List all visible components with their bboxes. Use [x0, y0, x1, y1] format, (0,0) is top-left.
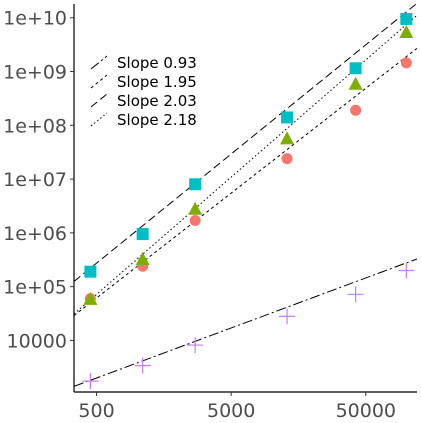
- y-tick-label: 1e+07: [3, 169, 67, 191]
- triangle-point: [188, 201, 203, 215]
- fit-line-slope-1-95: [74, 47, 417, 316]
- legend-label: Slope 1.95: [117, 73, 197, 91]
- plus-point: [347, 286, 364, 303]
- legend-key: [90, 55, 108, 70]
- fit-line-slope-2-03: [74, 4, 417, 282]
- y-tick-label: 10000: [7, 330, 67, 352]
- circle-point: [400, 57, 412, 69]
- legend-key: [90, 93, 108, 108]
- fit-lines: [74, 4, 417, 387]
- triangle-point: [399, 25, 414, 39]
- y-tick-label: 1e+09: [3, 62, 67, 84]
- triangle-point: [83, 291, 98, 305]
- plus-point: [82, 373, 99, 390]
- x-tick-label: 5000: [207, 400, 255, 422]
- square-point: [400, 12, 413, 25]
- legend-label: Slope 2.03: [117, 92, 197, 110]
- axes: 10000 1e+05 1e+06 1e+07 1e+08 1e+09 1e+10 500 50…: [3, 4, 417, 422]
- circle-point: [350, 104, 362, 116]
- y-tick-label: 1e+08: [3, 115, 67, 137]
- x-tick-label: 50000: [336, 400, 396, 422]
- square-point: [84, 265, 97, 278]
- square-point: [189, 178, 202, 191]
- x-tick-label: 500: [78, 400, 114, 422]
- legend-label: Slope 2.18: [117, 111, 197, 129]
- legend-label: Slope 0.93: [117, 54, 197, 72]
- legend-key: [90, 74, 108, 89]
- plus-point: [134, 357, 151, 374]
- triangle-point: [348, 76, 363, 90]
- triangle-point: [135, 251, 150, 265]
- square-point: [136, 228, 149, 241]
- square-point: [281, 111, 294, 124]
- triangle-point: [280, 131, 295, 145]
- y-tick-label: 1e+10: [3, 8, 67, 30]
- y-tick-label: 1e+06: [3, 223, 67, 245]
- plus-point: [398, 262, 415, 279]
- square-point: [349, 62, 362, 75]
- fit-line-slope-0-93: [74, 258, 417, 387]
- plus-point: [279, 308, 296, 325]
- plus-point: [187, 337, 204, 354]
- data-points: [82, 12, 415, 390]
- circle-point: [281, 153, 293, 165]
- y-tick-label: 1e+05: [3, 277, 67, 299]
- legend-key: [90, 112, 108, 127]
- circle-point: [189, 214, 201, 226]
